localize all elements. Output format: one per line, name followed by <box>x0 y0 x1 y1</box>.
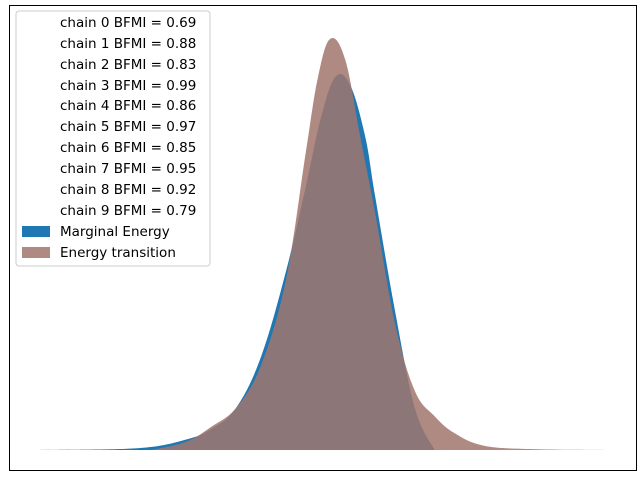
legend-label-marginal-energy: Marginal Energy <box>60 224 170 240</box>
legend-label-chain-2: chain 2 BFMI = 0.83 <box>60 57 196 73</box>
legend-label-chain-5: chain 5 BFMI = 0.97 <box>60 119 196 135</box>
legend-label-chain-6: chain 6 BFMI = 0.85 <box>60 140 196 156</box>
legend-label-chain-8: chain 8 BFMI = 0.92 <box>60 182 196 198</box>
legend-label-chain-7: chain 7 BFMI = 0.95 <box>60 161 196 177</box>
legend-label-chain-4: chain 4 BFMI = 0.86 <box>60 98 196 114</box>
legend-label-chain-9: chain 9 BFMI = 0.79 <box>60 203 196 219</box>
legend-label-chain-1: chain 1 BFMI = 0.88 <box>60 36 196 52</box>
legend-box <box>15 10 211 267</box>
legend-label-chain-3: chain 3 BFMI = 0.99 <box>60 78 196 94</box>
series-area-energy-transition <box>152 38 608 451</box>
legend-label-energy-transition: Energy transition <box>60 245 176 261</box>
legend-label-chain-0: chain 0 BFMI = 0.69 <box>60 15 196 31</box>
legend: chain 0 BFMI = 0.69 chain 1 BFMI = 0.88 … <box>15 10 211 267</box>
legend-swatch-marginal-energy <box>22 226 50 237</box>
legend-swatch-energy-transition <box>22 247 50 258</box>
plot-area <box>38 38 608 451</box>
